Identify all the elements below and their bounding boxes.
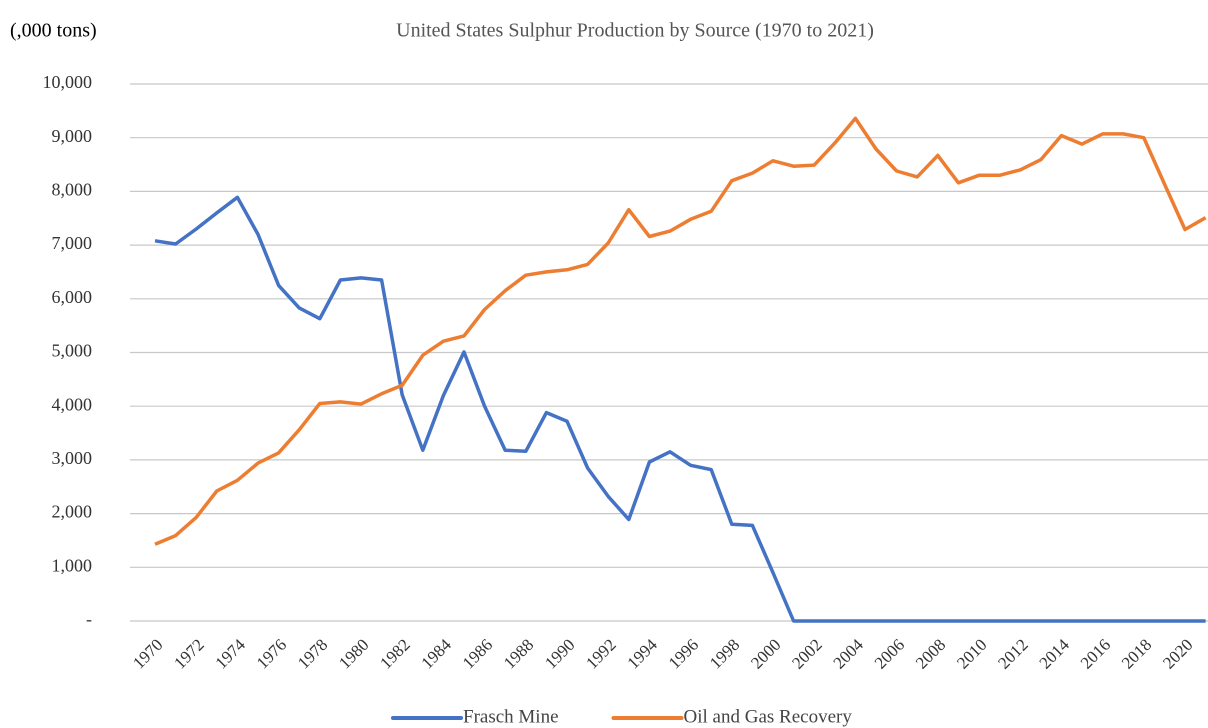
- y-tick-label: 4,000: [52, 394, 93, 414]
- y-tick-label: 2,000: [52, 502, 93, 522]
- x-tick-label: 2010: [953, 635, 990, 672]
- x-tick-label: 1994: [624, 635, 662, 673]
- x-tick-label: 1972: [170, 635, 207, 672]
- x-tick-label: 2008: [912, 635, 949, 672]
- x-tick-label: 2006: [871, 635, 908, 672]
- x-tick-label: 1970: [129, 635, 166, 672]
- y-axis-label: (,000 tons): [10, 20, 97, 42]
- x-tick-label: 1978: [294, 635, 331, 672]
- y-tick-label: 8,000: [52, 180, 93, 200]
- chart-title: United States Sulphur Production by Sour…: [396, 20, 874, 42]
- y-tick-label: 5,000: [52, 341, 93, 361]
- y-tick-label: 6,000: [52, 287, 93, 307]
- x-tick-label: 1988: [500, 635, 537, 672]
- x-tick-label: 2014: [1036, 635, 1074, 673]
- x-tick-label: 1982: [376, 635, 413, 672]
- y-tick-label: 9,000: [52, 126, 93, 146]
- x-tick-label: 1998: [706, 635, 743, 672]
- x-tick-label: 1976: [253, 635, 290, 672]
- x-tick-label: 2000: [747, 635, 784, 672]
- x-tick-label: 2016: [1077, 635, 1114, 672]
- x-tick-label: 1992: [582, 635, 619, 672]
- x-tick-label: 2002: [788, 635, 825, 672]
- y-tick-label: 1,000: [52, 555, 93, 575]
- x-tick-label: 2020: [1159, 635, 1196, 672]
- x-tick-label: 1986: [459, 635, 496, 672]
- x-tick-label: 2004: [830, 635, 868, 673]
- x-tick-label: 1996: [665, 635, 702, 672]
- y-tick-label: 3,000: [52, 448, 93, 468]
- x-tick-label: 1974: [212, 635, 250, 673]
- x-tick-label: 1990: [541, 635, 578, 672]
- y-tick-label: -: [86, 609, 92, 629]
- y-tick-label: 10,000: [43, 72, 93, 92]
- legend-label: Oil and Gas Recovery: [684, 706, 853, 727]
- y-tick-label: 7,000: [52, 233, 93, 253]
- x-tick-label: 1984: [418, 635, 456, 673]
- x-tick-label: 2012: [994, 635, 1031, 672]
- x-tick-label: 1980: [335, 635, 372, 672]
- x-tick-label: 2018: [1118, 635, 1155, 672]
- series-line: [154, 116, 1207, 546]
- legend-label: Frasch Mine: [463, 706, 559, 727]
- series-line: [154, 195, 1206, 623]
